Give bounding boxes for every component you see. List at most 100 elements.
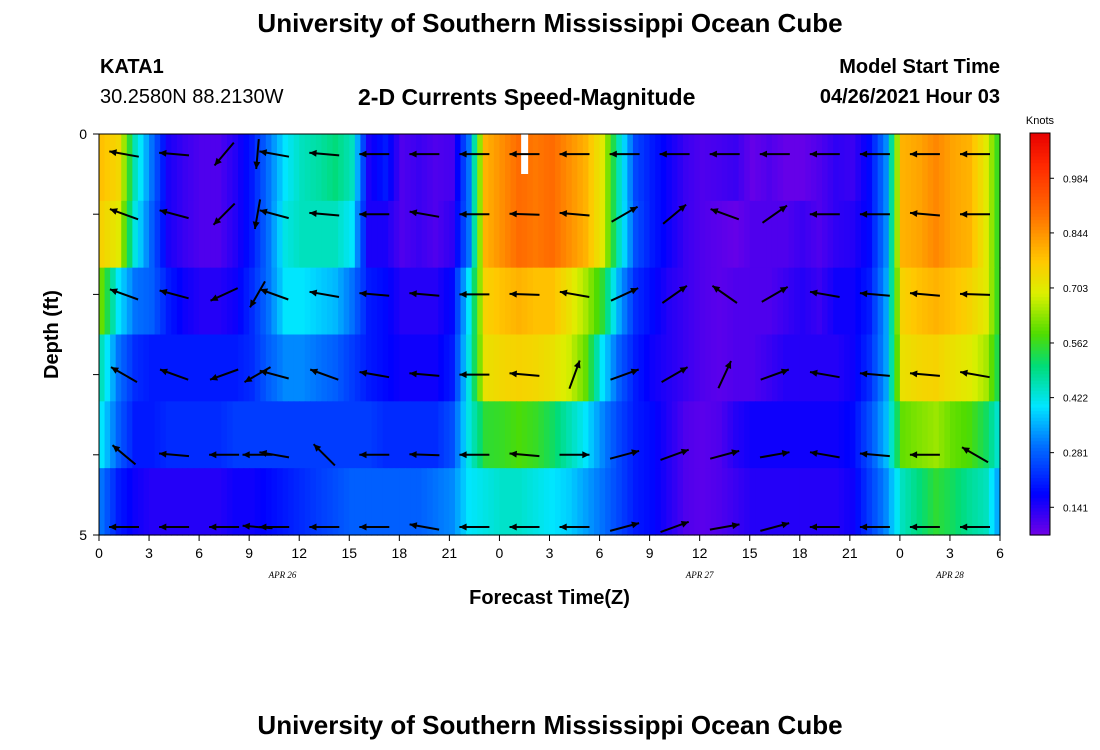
heatmap-cell	[844, 401, 851, 469]
heatmap-cell	[215, 267, 222, 336]
heatmap-cell	[466, 468, 473, 536]
heatmap-cell	[332, 267, 339, 336]
heatmap-cell	[532, 334, 539, 402]
heatmap-cell	[149, 134, 156, 202]
heatmap-cell	[338, 468, 345, 536]
heatmap-cell	[621, 200, 628, 269]
heatmap-cell	[471, 334, 478, 402]
heatmap-cell	[555, 267, 562, 336]
heatmap-cell	[154, 468, 161, 536]
heatmap-cell	[304, 401, 311, 469]
heatmap-cell	[621, 267, 628, 336]
heatmap-cell	[977, 134, 984, 202]
heatmap-cell	[593, 468, 601, 536]
heatmap-cell	[132, 334, 139, 402]
heatmap-cell	[154, 401, 161, 469]
heatmap-cell	[304, 134, 311, 202]
heatmap-cell	[788, 401, 795, 469]
colorbar-segment	[1030, 213, 1050, 218]
colorbar-segment	[1030, 401, 1050, 405]
heatmap-cell	[516, 134, 523, 202]
heatmap-cell	[499, 134, 506, 202]
heatmap-cell	[749, 468, 756, 536]
heatmap-cell	[505, 267, 512, 336]
heatmap-cell	[949, 334, 957, 402]
heatmap-cell	[799, 200, 806, 269]
x-tick-label: 12	[692, 545, 708, 561]
heatmap-cell	[204, 401, 211, 469]
heatmap-cell	[988, 134, 996, 202]
heatmap-cell	[432, 468, 439, 536]
heatmap-cell	[171, 134, 178, 202]
heatmap-cell	[115, 401, 122, 469]
heatmap-cell	[260, 401, 267, 469]
heatmap-cell	[516, 401, 523, 469]
heatmap-cell	[327, 134, 334, 202]
heatmap-cell	[543, 468, 551, 536]
colorbar-segment	[1030, 260, 1050, 265]
heatmap-cell	[727, 401, 734, 469]
heatmap-cell	[632, 401, 640, 469]
heatmap-cell	[733, 334, 740, 402]
heatmap-cell	[682, 267, 690, 336]
colorbar-segment	[1030, 183, 1050, 188]
heatmap-cell	[104, 334, 111, 402]
x-tick-label: 3	[546, 545, 554, 561]
heatmap-cell	[443, 468, 450, 536]
heatmap-cell	[649, 267, 656, 336]
heatmap-cell	[688, 401, 695, 469]
heatmap-cell	[404, 200, 412, 269]
current-vector-head	[909, 523, 918, 531]
heatmap-cell	[605, 401, 612, 469]
heatmap-cell	[321, 267, 328, 336]
heatmap-cell	[933, 200, 940, 269]
heatmap-cell	[299, 334, 306, 402]
colorbar-segment	[1030, 149, 1050, 154]
heatmap-cell	[115, 200, 122, 269]
heatmap-cell	[955, 200, 962, 269]
heatmap-cell	[716, 468, 723, 536]
heatmap-cell	[927, 334, 934, 402]
heatmap-cell	[593, 134, 601, 202]
heatmap-cell	[977, 401, 984, 469]
heatmap-cell	[238, 200, 245, 269]
heatmap-cell	[460, 267, 467, 336]
x-tick-label: 15	[341, 545, 357, 561]
heatmap-cell	[755, 334, 762, 402]
heatmap-cell	[905, 267, 912, 336]
heatmap-cell	[749, 267, 756, 336]
heatmap-cell	[193, 267, 200, 336]
colorbar-segment	[1030, 484, 1050, 489]
colorbar-segment	[1030, 297, 1050, 302]
heatmap-cell	[788, 200, 795, 269]
heatmap-cell	[655, 334, 662, 402]
heatmap-cell	[260, 134, 267, 202]
heatmap-cell	[327, 401, 334, 469]
heatmap-cell	[616, 334, 623, 402]
heatmap-cell	[621, 401, 628, 469]
heatmap-cell	[988, 401, 996, 469]
heatmap-cell	[115, 334, 122, 402]
heatmap-cell	[560, 334, 567, 402]
colorbar-segment	[1030, 240, 1050, 245]
colorbar-segment	[1030, 394, 1050, 399]
heatmap-cell	[238, 401, 245, 469]
x-tick-label: 6	[596, 545, 604, 561]
heatmap-cell	[632, 134, 640, 202]
heatmap-cell	[443, 134, 450, 202]
heatmap-cell	[721, 200, 729, 269]
heatmap-cell	[365, 134, 373, 202]
heatmap-cell	[388, 334, 395, 402]
heatmap-cell	[288, 334, 295, 402]
colorbar-segment	[1030, 481, 1050, 486]
heatmap-cell	[99, 468, 106, 536]
colorbar-segment	[1030, 133, 1050, 137]
colorbar-segment	[1030, 501, 1050, 506]
heatmap-cell	[771, 468, 779, 536]
heatmap-cell	[505, 200, 512, 269]
heatmap-cell	[699, 200, 706, 269]
heatmap-cell	[293, 401, 300, 469]
x-tick-label: 21	[442, 545, 458, 561]
heatmap-cell	[349, 468, 356, 536]
heatmap-cell	[638, 200, 645, 269]
